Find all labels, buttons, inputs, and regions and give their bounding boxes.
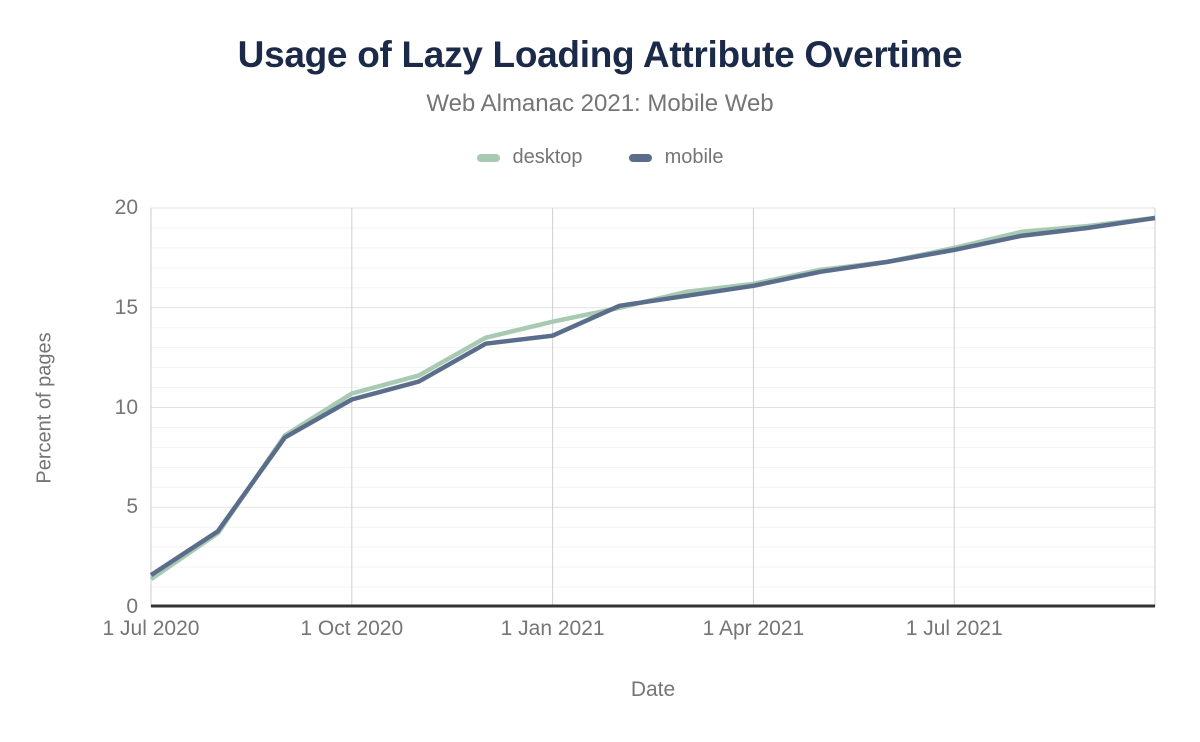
y-axis-tick-label: 20 xyxy=(114,196,138,219)
y-axis-tick-label: 10 xyxy=(114,395,138,419)
legend-label-mobile: mobile xyxy=(664,146,724,168)
legend-label-desktop: desktop xyxy=(512,146,583,168)
x-axis-tick-label: 1 Apr 2021 xyxy=(702,617,805,640)
x-axis-title: Date xyxy=(630,678,676,701)
y-axis-tick-label: 15 xyxy=(114,295,138,319)
x-axis-tick-label: 1 Oct 2020 xyxy=(300,617,404,640)
legend-item-mobile: mobile xyxy=(628,146,724,169)
x-axis-tick-label: 1 Jan 2021 xyxy=(500,617,605,640)
x-axis-tick-label: 1 Jul 2020 xyxy=(102,617,200,640)
desktop-line xyxy=(149,215,1156,581)
chart-title: Usage of Lazy Loading Attribute Overtime xyxy=(237,34,963,75)
x-axis-tick-label: 1 Jul 2021 xyxy=(905,617,1003,640)
y-axis-tick-label: 5 xyxy=(126,495,138,519)
legend: desktop mobile xyxy=(0,146,1200,169)
mobile-series-swatch-icon xyxy=(628,153,652,162)
y-axis-title: Percent of pages xyxy=(33,332,56,484)
legend-item-desktop: desktop xyxy=(476,146,583,169)
y-axis-tick-label: 0 xyxy=(126,595,138,618)
mobile-line xyxy=(149,215,1156,577)
desktop-series-swatch-icon xyxy=(476,153,500,162)
chart-subtitle: Web Almanac 2021: Mobile Web xyxy=(426,90,774,117)
